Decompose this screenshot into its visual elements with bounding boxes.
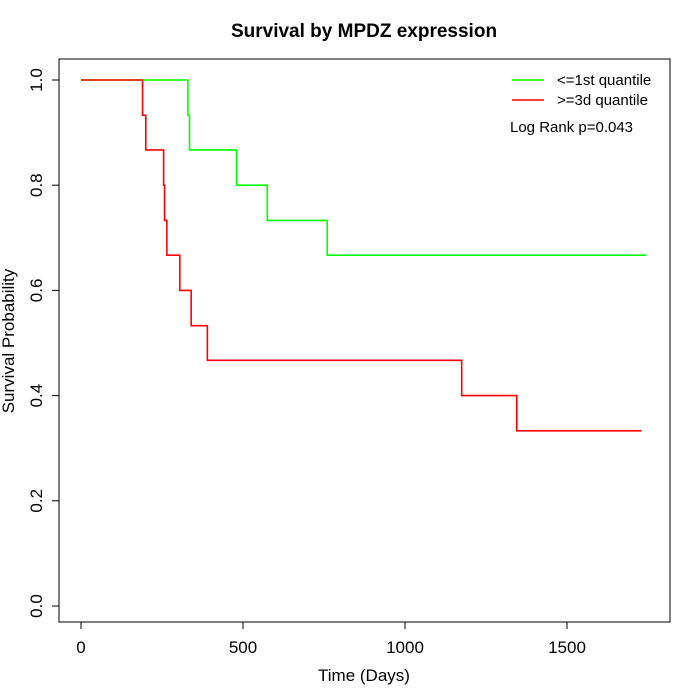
y-axis: 0.0 0.2 0.4 0.6 0.8 1.0: [27, 68, 60, 618]
chart-title: Survival by MPDZ expression: [231, 21, 497, 42]
y-tick-label: 0.6: [27, 279, 46, 303]
y-tick-label: 1.0: [27, 68, 46, 92]
x-axis: 0 500 1000 1500: [76, 621, 586, 657]
x-tick-label: 500: [229, 638, 257, 657]
legend-label-1: <=1st quantile: [557, 72, 651, 89]
series-layer: [81, 79, 647, 432]
log-rank-annotation: Log Rank p=0.043: [510, 119, 633, 136]
y-axis-label: Survival Probability: [0, 268, 18, 413]
plot-frame: [58, 58, 671, 623]
x-tick-label: 1500: [548, 638, 586, 657]
legend-label-2: >=3d quantile: [557, 92, 648, 109]
y-tick-label: 0.4: [27, 384, 46, 408]
series-line-1: [81, 79, 647, 256]
y-tick-label: 0.2: [27, 489, 46, 513]
y-tick-label: 0.0: [27, 594, 46, 618]
x-axis-label: Time (Days): [318, 666, 410, 685]
x-tick-label: 0: [76, 638, 85, 657]
x-tick-label: 1000: [386, 638, 424, 657]
y-tick-label: 0.8: [27, 173, 46, 197]
legend: <=1st quantile >=3d quantile: [512, 72, 651, 109]
series-line-2: [81, 79, 642, 432]
